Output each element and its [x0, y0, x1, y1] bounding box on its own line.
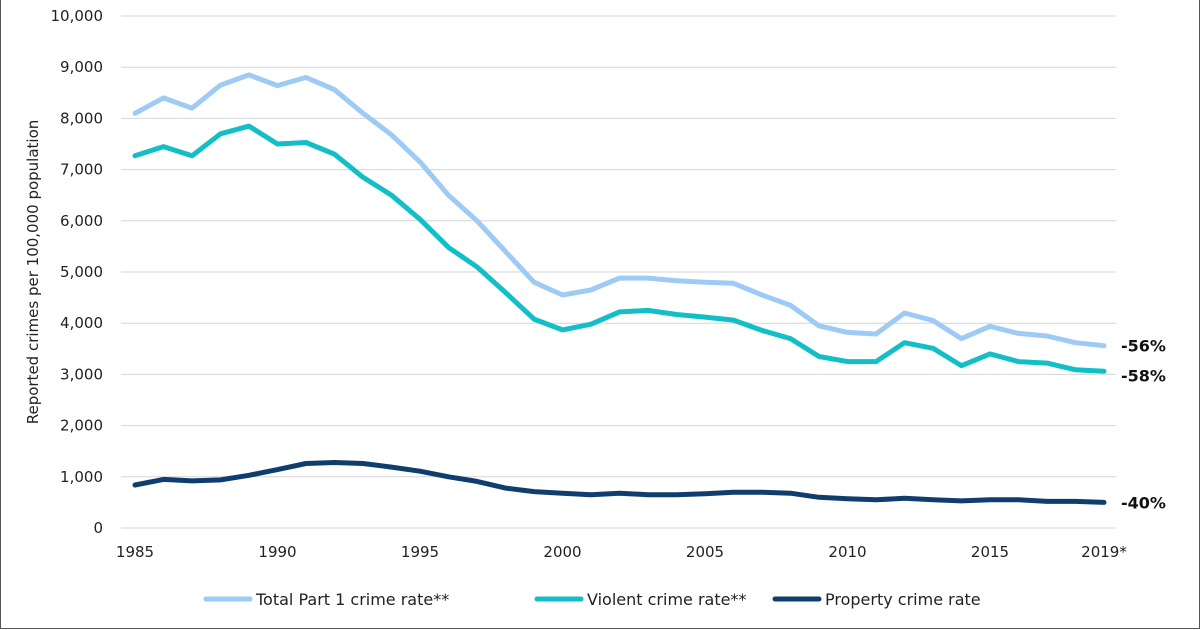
x-tick-label: 2000 [543, 543, 581, 561]
legend-label: Total Part 1 crime rate** [255, 590, 449, 609]
series-line [132, 460, 1107, 505]
y-tick-label: 8,000 [60, 109, 103, 127]
x-tick-label: 1990 [258, 543, 296, 561]
x-tick-label: 2019* [1081, 543, 1127, 561]
y-tick-label: 3,000 [60, 365, 103, 383]
y-tick-label: 5,000 [60, 263, 103, 281]
y-tick-label: 1,000 [60, 468, 103, 486]
x-tick-label: 2005 [686, 543, 724, 561]
y-tick-label: 2,000 [60, 417, 103, 435]
series-end-label: -40% [1121, 493, 1166, 512]
y-tick-label: 9,000 [60, 58, 103, 76]
legend-label: Violent crime rate** [587, 590, 746, 609]
y-tick-label: 0 [93, 519, 103, 537]
series-lines [132, 72, 1107, 505]
y-axis-label: Reported crimes per 100,000 population [24, 120, 42, 425]
y-tick-label: 4,000 [60, 314, 103, 332]
series-line [132, 123, 1107, 374]
series-line [132, 72, 1107, 349]
series-end-label: -58% [1121, 366, 1166, 385]
legend: Total Part 1 crime rate** Violent crime r… [203, 590, 981, 609]
y-tick-label: 6,000 [60, 212, 103, 230]
legend-label: Property crime rate [825, 590, 981, 609]
series-end-label: -56% [1121, 337, 1166, 356]
x-tick-label: 2010 [828, 543, 866, 561]
y-tick-label: 10,000 [51, 7, 104, 25]
series-end-labels: -56% -58% -40% [1121, 337, 1166, 513]
x-tick-label: 2015 [971, 543, 1009, 561]
y-axis-ticks: 0 1,000 2,000 3,000 4,000 5,000 6,000 7,000 8,00… [51, 7, 104, 537]
x-axis-ticks: 1985 1990 1995 2000 2005 2010 2015 2019* [116, 543, 1127, 561]
x-tick-label: 1995 [401, 543, 439, 561]
y-tick-label: 7,000 [60, 161, 103, 179]
gridlines [121, 15, 1116, 529]
x-tick-label: 1985 [116, 543, 154, 561]
